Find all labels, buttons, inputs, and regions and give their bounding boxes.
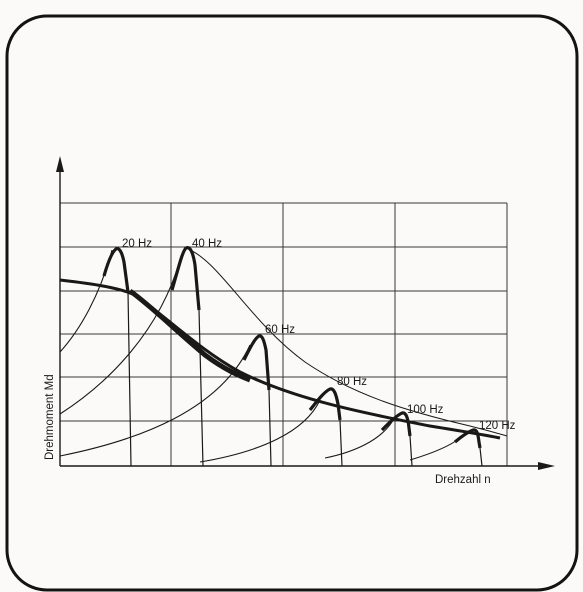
curve-60hz-fall (268, 389, 272, 467)
curve-120hz-peak (453, 428, 482, 449)
diagram-frame (5, 14, 579, 592)
curve-20hz-rise (59, 249, 113, 353)
envelope-curve (187, 248, 508, 437)
curve-label-80hz: 80 Hz (337, 376, 367, 388)
axes (56, 156, 555, 470)
curve-80hz-peak (308, 387, 342, 421)
curve-60hz-rise (59, 344, 251, 457)
curve-40hz-fall (198, 309, 204, 467)
curve-label-20hz: 20 Hz (122, 238, 152, 250)
y-axis-arrow (56, 156, 64, 172)
load-characteristic-curve-bold (128, 288, 251, 383)
x-axis-label: Drehzahl n (435, 474, 491, 486)
curve-40hz-peak (170, 246, 201, 311)
curve-120hz (409, 428, 483, 467)
curve-60hz (59, 334, 272, 467)
curve-label-40hz: 40 Hz (192, 238, 222, 250)
curve-label-60hz: 60 Hz (265, 324, 295, 336)
curve-60hz-peak (242, 334, 271, 391)
curve-20hz-peak (102, 247, 130, 293)
curve-120hz-fall (479, 447, 483, 467)
curve-40hz (59, 246, 204, 467)
load-characteristic-curve (59, 278, 501, 440)
curve-80hz-fall (339, 419, 343, 467)
curve-20hz-fall (127, 291, 132, 467)
curve-100hz (324, 411, 413, 467)
grid (60, 202, 508, 466)
curve-40hz-rise (59, 259, 181, 415)
x-axis-arrow (538, 462, 555, 470)
curve-label-120hz: 120 Hz (479, 420, 516, 432)
curve-100hz-peak (380, 411, 412, 437)
curve-label-100hz: 100 Hz (407, 404, 444, 416)
curve-100hz-rise (324, 421, 393, 459)
curve-80hz-rise (199, 399, 321, 463)
curve-120hz-rise (409, 437, 461, 461)
y-axis-label: Drehmoment Md (44, 374, 56, 460)
curve-100hz-fall (409, 435, 413, 467)
curve-80hz (199, 387, 343, 467)
